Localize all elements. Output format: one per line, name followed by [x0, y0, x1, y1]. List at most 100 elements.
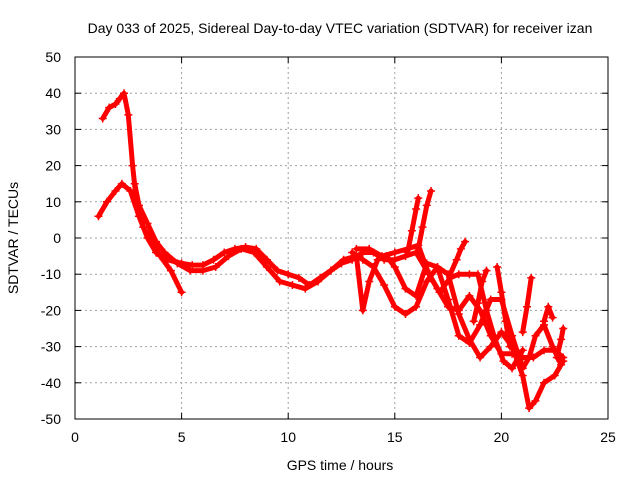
data-point [401, 284, 410, 293]
data-point [403, 248, 412, 257]
data-point [390, 248, 399, 257]
data-point [120, 89, 129, 98]
y-tick-label: 20 [45, 158, 61, 174]
data-point [111, 186, 120, 195]
data-point [126, 186, 135, 195]
data-point [473, 270, 482, 279]
data-point [525, 404, 534, 413]
data-point [220, 248, 229, 257]
data-point [559, 324, 568, 333]
data-point [497, 328, 506, 337]
data-point [130, 179, 139, 188]
data-point [446, 270, 455, 279]
data-point [211, 262, 220, 271]
data-point [288, 281, 297, 290]
data-point [160, 248, 169, 257]
data-point [284, 270, 293, 279]
x-tick-label: 20 [494, 429, 510, 445]
data-point [198, 266, 207, 275]
data-point [435, 288, 444, 297]
data-point [412, 205, 421, 214]
y-tick-label: 0 [53, 230, 61, 246]
data-point [412, 302, 421, 311]
data-point [414, 244, 423, 253]
data-point [373, 255, 382, 264]
data-point [433, 262, 442, 271]
data-point [540, 378, 549, 387]
y-tick-label: -30 [41, 339, 61, 355]
x-tick-label: 0 [71, 429, 79, 445]
data-point [531, 396, 540, 405]
data-point [188, 261, 197, 270]
data-point [522, 302, 531, 311]
data-point [326, 266, 335, 275]
series-trace-4 [349, 250, 566, 411]
data-point [380, 281, 389, 290]
data-point [117, 179, 126, 188]
data-point [173, 259, 182, 268]
data-point [339, 255, 348, 264]
data-point [482, 306, 491, 315]
data-point [486, 342, 495, 351]
data-point [531, 331, 540, 340]
data-point [418, 223, 427, 232]
data-point [518, 346, 527, 355]
data-point [301, 284, 310, 293]
data-point [166, 266, 175, 275]
data-point [111, 100, 120, 109]
data-point [262, 255, 271, 264]
series-spike-3 [447, 239, 468, 277]
data-point [465, 335, 474, 344]
data-point [469, 317, 478, 326]
x-axis-label: GPS time / hours [287, 457, 394, 473]
data-point [273, 266, 282, 275]
data-point [365, 277, 374, 286]
data-point [94, 212, 103, 221]
data-point [465, 291, 474, 300]
data-point [454, 331, 463, 340]
data-point [505, 342, 514, 351]
data-point [493, 262, 502, 271]
series-spike-4 [471, 268, 489, 324]
y-tick-label: 30 [45, 121, 61, 137]
data-point [486, 295, 495, 304]
data-point [422, 201, 431, 210]
data-point [186, 266, 195, 275]
data-point [237, 244, 246, 253]
data-point [540, 346, 549, 355]
data-point [501, 317, 510, 326]
data-point [544, 302, 553, 311]
y-tick-label: -50 [41, 411, 61, 427]
data-point [456, 244, 465, 253]
data-point [454, 270, 463, 279]
data-point [414, 194, 423, 203]
data-point [378, 252, 387, 261]
series-spike-1 [405, 195, 421, 255]
data-series [94, 89, 568, 413]
y-tick-label: 10 [45, 194, 61, 210]
data-point [134, 201, 143, 210]
data-point [476, 353, 485, 362]
data-point [422, 277, 431, 286]
data-point [424, 270, 433, 279]
data-point [358, 306, 367, 315]
y-tick-label: 40 [45, 85, 61, 101]
y-axis-label: SDTVAR / TECUs [5, 182, 21, 294]
data-point [548, 342, 557, 351]
data-point [557, 335, 566, 344]
data-point [365, 244, 374, 253]
data-point [352, 244, 361, 253]
data-point [224, 252, 233, 261]
data-point [401, 310, 410, 319]
chart-title: Day 033 of 2025, Sidereal Day-to-day VTE… [88, 20, 593, 36]
y-tick-label: -20 [41, 302, 61, 318]
data-point [478, 277, 487, 286]
data-point [390, 262, 399, 271]
data-point [559, 357, 568, 366]
data-point [152, 248, 161, 257]
data-point [250, 248, 259, 257]
data-point [98, 114, 107, 123]
x-tick-label: 10 [280, 429, 296, 445]
x-tick-label: 5 [178, 429, 186, 445]
data-point [491, 335, 500, 344]
